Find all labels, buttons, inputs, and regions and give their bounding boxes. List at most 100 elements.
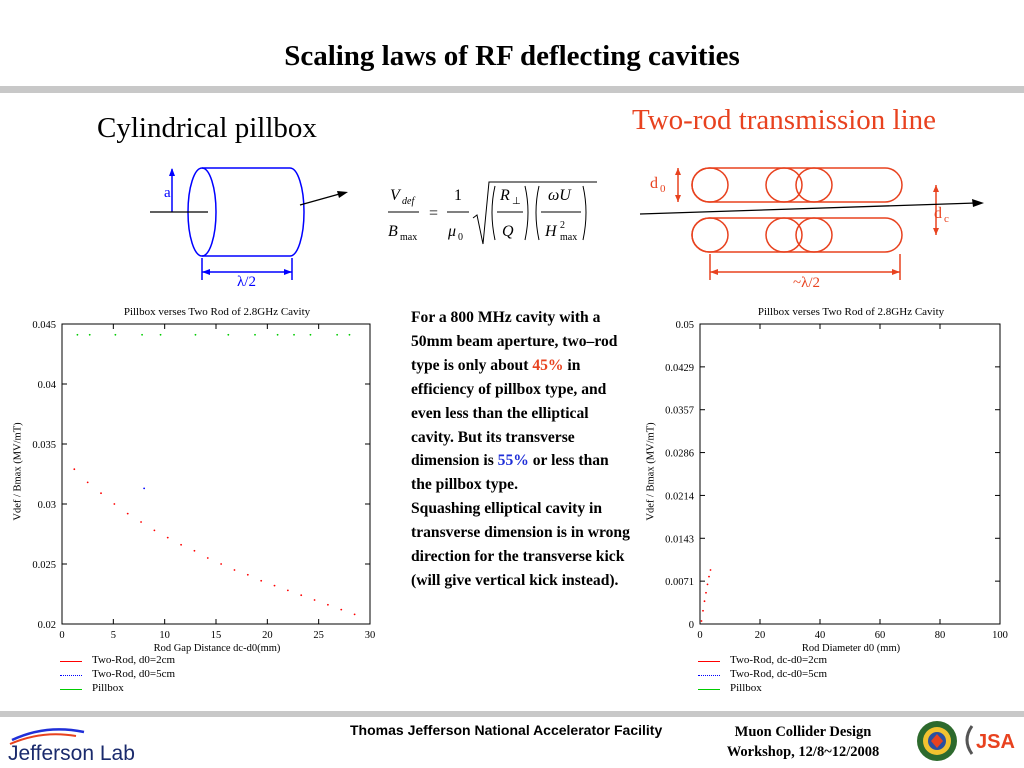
data-point: [286, 589, 289, 592]
y-tick-label: 0.0143: [665, 534, 694, 545]
pillbox-diagram: a λ/2: [150, 167, 348, 290]
label-a: a: [164, 185, 171, 201]
chart-right-title: Pillbox verses Two Rod of 2.8GHz Cavity: [757, 306, 945, 318]
data-point: [141, 333, 143, 336]
y-tick-label: 0.04: [38, 380, 57, 391]
formula-vdef: V: [390, 187, 402, 204]
data-point: [708, 575, 710, 578]
data-point: [73, 468, 76, 471]
two-rod-diagram: d 0 d c ~λ/2: [639, 167, 984, 290]
x-tick-label: 0: [697, 630, 702, 641]
jsa-logo: JSA: [965, 725, 1015, 755]
x-tick-label: 80: [935, 630, 946, 641]
data-point: [293, 333, 295, 336]
label-d0: d: [650, 175, 658, 192]
y-tick-label: 0.02: [38, 620, 56, 631]
y-tick-label: 0.0286: [665, 449, 694, 460]
data-point: [180, 543, 182, 546]
x-tick-label: 40: [815, 630, 826, 641]
footer-rule: [0, 711, 1024, 717]
x-tick-label: 60: [875, 630, 886, 641]
x-tick-label: 30: [365, 630, 376, 641]
y-tick-label: 0.035: [32, 440, 56, 451]
body-paragraph-2: Squashing elliptical cavity in transvers…: [411, 500, 630, 589]
data-point: [700, 620, 703, 622]
data-point: [143, 487, 146, 490]
data-point: [159, 333, 162, 336]
rod-top-left-end: [691, 167, 729, 203]
data-point: [194, 333, 197, 336]
y-tick-label: 0.03: [38, 500, 56, 511]
data-point: [309, 333, 312, 336]
chart-right-xlabel: Rod Diameter d0 (mm): [801, 643, 901, 654]
scaling-formula: V def B max = 1 μ 0 R ⊥ Q ωU H 2 max: [385, 178, 605, 248]
data-point: [206, 557, 209, 559]
data-point: [254, 333, 256, 336]
beam-out-arrowhead: [337, 191, 348, 198]
x-tick-label: 20: [755, 630, 766, 641]
legend-item: Two-Rod, dc-d0=5cm: [698, 668, 918, 683]
formula-equals: =: [429, 205, 438, 222]
formula-vdef-sub: def: [402, 196, 415, 207]
data-point: [220, 563, 223, 565]
formula-mu: μ: [447, 223, 456, 240]
percent-45: 45%: [532, 356, 564, 374]
length-arrow-left: [202, 269, 210, 275]
formula-one: 1: [454, 187, 462, 204]
data-point: [703, 600, 706, 603]
rod-bottom-joint-a: [765, 217, 803, 253]
footer-workshop: Muon Collider Design Workshop, 12/8~12/2…: [702, 722, 904, 762]
data-point: [336, 333, 339, 336]
formula-mu-sub: 0: [458, 232, 463, 243]
chart-left-title: Pillbox verses Two Rod of 2.8GHz Cavity: [123, 306, 311, 318]
data-point: [86, 481, 89, 484]
legend-label: Two-Rod, d0=5cm: [92, 668, 176, 680]
data-point: [276, 333, 279, 336]
y-tick-label: 0.0071: [665, 577, 694, 588]
x-tick-label: 5: [111, 630, 116, 641]
beam-arrowhead: [972, 199, 984, 207]
label-dc-sub: c: [944, 213, 949, 225]
rod-top-joint-b: [795, 167, 833, 203]
data-point: [233, 569, 236, 571]
legend-label: Two-Rod, d0=2cm: [92, 654, 176, 666]
x-tick-label: 20: [262, 630, 273, 641]
data-point: [705, 591, 707, 594]
footer-workshop-line2: Workshop, 12/8~12/2008: [726, 744, 880, 760]
data-point: [76, 333, 79, 336]
plot-frame: [699, 323, 1001, 625]
data-point: [327, 603, 329, 606]
y-tick-label: 0.0429: [665, 363, 694, 374]
legend-label: Two-Rod, dc-d0=2cm: [730, 654, 828, 666]
y-tick-label: 0.0214: [665, 491, 695, 502]
formula-h-sup: 2: [560, 220, 565, 231]
chart-left-xlabel: Rod Gap Distance dc-d0(mm): [153, 643, 281, 654]
data-point: [113, 503, 116, 505]
data-point: [353, 613, 356, 616]
data-point: [227, 333, 230, 336]
data-point: [313, 599, 316, 601]
legend-label: Pillbox: [730, 682, 762, 694]
data-point: [153, 529, 156, 532]
y-tick-label: 0: [689, 620, 694, 631]
chart-left-ylabel: Vdef / Bmax (MV/mT): [12, 422, 24, 521]
header-rule: [0, 86, 1024, 93]
legend-label: Pillbox: [92, 682, 124, 694]
x-tick-label: 25: [313, 630, 324, 641]
data-point: [702, 609, 704, 612]
cylinder-back-face: [289, 167, 305, 257]
label-d0-sub: 0: [660, 183, 666, 195]
footer-workshop-line1: Muon Collider Design: [734, 724, 872, 740]
legend-item: Two-Rod, d0=5cm: [60, 668, 280, 683]
data-point: [100, 492, 102, 495]
formula-bmax: B: [388, 223, 398, 240]
data-point: [273, 584, 276, 587]
data-point: [193, 549, 196, 552]
data-point: [709, 569, 712, 571]
x-tick-label: 15: [211, 630, 222, 641]
logo-text: Jefferson Lab: [8, 742, 135, 765]
formula-h-sub: max: [560, 232, 577, 243]
chart-left-legend: Two-Rod, d0=2cm Two-Rod, d0=5cm Pillbox: [60, 654, 300, 699]
data-point: [706, 583, 709, 586]
formula-omega-u: ωU: [548, 187, 572, 204]
